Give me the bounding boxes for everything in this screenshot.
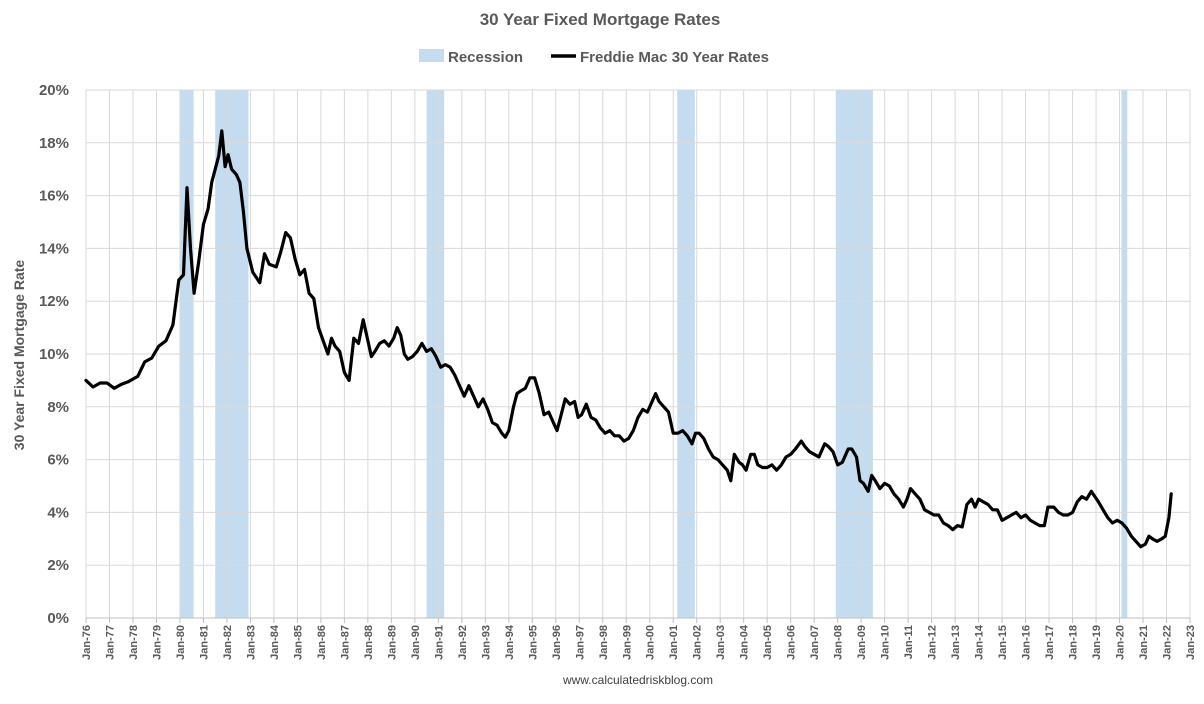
chart-title: 30 Year Fixed Mortgage Rates xyxy=(480,10,721,29)
x-tick-label: Jan-03 xyxy=(715,625,727,660)
y-tick-label: 2% xyxy=(47,557,69,574)
x-tick-label: Jan-79 xyxy=(151,625,163,660)
x-tick-label: Jan-19 xyxy=(1091,625,1103,660)
legend-recession-swatch xyxy=(419,49,444,62)
y-tick-label: 10% xyxy=(39,346,69,363)
x-tick-label: Jan-16 xyxy=(1021,625,1033,660)
x-tick-label: Jan-91 xyxy=(433,625,445,660)
x-tick-label: Jan-77 xyxy=(104,625,116,660)
y-tick-label: 20% xyxy=(39,82,69,99)
x-tick-label: Jan-01 xyxy=(668,625,680,660)
x-tick-label: Jan-15 xyxy=(997,625,1009,660)
x-tick-label: Jan-81 xyxy=(198,625,210,660)
x-tick-label: Jan-90 xyxy=(410,625,422,660)
x-tick-label: Jan-07 xyxy=(809,625,821,660)
legend-rate-label: Freddie Mac 30 Year Rates xyxy=(580,49,769,66)
x-tick-label: Jan-13 xyxy=(950,625,962,660)
y-tick-label: 18% xyxy=(39,135,69,152)
x-tick-label: Jan-04 xyxy=(739,624,751,660)
series-line-freddie-mac-30-year xyxy=(84,129,1173,549)
y-tick-label: 16% xyxy=(39,188,69,205)
legend-recession-label: Recession xyxy=(448,49,523,66)
y-tick-label: 12% xyxy=(39,293,69,310)
gridlines xyxy=(85,89,1191,619)
y-tick-label: 4% xyxy=(47,504,69,521)
y-tick-label: 14% xyxy=(39,240,69,257)
y-tick-label: 0% xyxy=(47,610,69,627)
x-tick-label: Jan-94 xyxy=(504,624,516,660)
x-tick-label: Jan-92 xyxy=(457,625,469,660)
x-tick-label: Jan-84 xyxy=(269,624,281,660)
x-tick-label: Jan-88 xyxy=(363,625,375,660)
x-tick-label: Jan-80 xyxy=(175,625,187,660)
y-tick-label: 8% xyxy=(47,399,69,416)
x-tick-label: Jan-18 xyxy=(1068,625,1080,660)
x-tick-label: Jan-97 xyxy=(574,625,586,660)
x-tick-label: Jan-89 xyxy=(386,625,398,660)
x-tick-label: Jan-02 xyxy=(692,625,704,660)
x-tick-label: Jan-99 xyxy=(621,625,633,660)
x-tick-label: Jan-83 xyxy=(245,625,257,660)
x-tick-label: Jan-78 xyxy=(128,625,140,660)
x-tick-label: Jan-96 xyxy=(551,625,563,660)
x-tick-label: Jan-20 xyxy=(1115,625,1127,660)
x-tick-label: Jan-98 xyxy=(598,625,610,660)
x-tick-label: Jan-76 xyxy=(81,625,93,660)
axes: 0% 2% 4% 6% 8% 10% 12% 14% 16% 18% 20% Jan-76 Jan-77… xyxy=(39,82,1197,660)
x-tick-label: Jan-08 xyxy=(833,625,845,660)
x-tick-label: Jan-00 xyxy=(645,625,657,660)
x-tick-label: Jan-93 xyxy=(480,625,492,660)
legend: Recession Freddie Mac 30 Year Rates xyxy=(419,49,769,66)
y-tick-label: 6% xyxy=(47,452,69,469)
rate-line-group xyxy=(84,129,1173,549)
x-tick-label: Jan-23 xyxy=(1185,625,1197,660)
x-tick-label: Jan-12 xyxy=(927,625,939,660)
y-axis-label: 30 Year Fixed Mortgage Rate xyxy=(11,260,27,451)
source-credit: www.calculatedriskblog.com xyxy=(562,673,713,687)
x-tick-label: Jan-87 xyxy=(339,625,351,660)
x-tick-label: Jan-82 xyxy=(222,625,234,660)
x-tick-label: Jan-21 xyxy=(1138,625,1150,660)
x-tick-label: Jan-85 xyxy=(292,625,304,660)
x-tick-label: Jan-10 xyxy=(880,625,892,660)
x-tick-label: Jan-06 xyxy=(786,625,798,660)
x-tick-label: Jan-17 xyxy=(1044,625,1056,660)
x-tick-label: Jan-14 xyxy=(974,624,986,660)
x-tick-label: Jan-22 xyxy=(1162,625,1174,660)
x-tick-label: Jan-86 xyxy=(316,625,328,660)
x-tick-label: Jan-11 xyxy=(903,625,915,659)
x-tick-label: Jan-05 xyxy=(762,625,774,660)
x-tick-label: Jan-95 xyxy=(527,625,539,660)
x-tick-label: Jan-09 xyxy=(856,625,868,660)
